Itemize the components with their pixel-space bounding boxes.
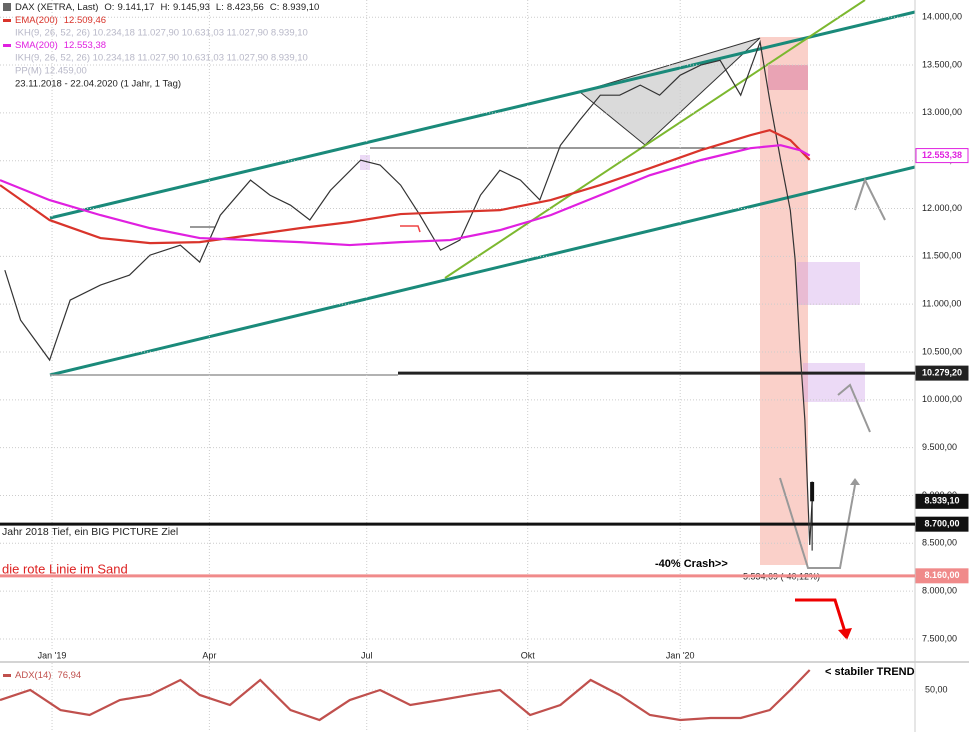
legend-value: 76,94 xyxy=(57,670,81,681)
x-tick-label: Apr xyxy=(202,650,216,660)
trend-line xyxy=(444,0,866,279)
quote-value: 9.145,93 xyxy=(173,2,210,13)
y-tick-label: 10.500,00 xyxy=(922,346,962,356)
quote-value: 9.141,17 xyxy=(117,2,154,13)
price-tag-label: 10.279,20 xyxy=(922,367,962,377)
period: 23.11.2018 - 22.04.2020 (1 Jahr, 1 Tag) xyxy=(15,79,181,90)
y-tick-label: 9.500,00 xyxy=(922,442,957,452)
annotation: -40% Crash>> xyxy=(655,558,728,570)
legend-name: ADX(14) xyxy=(15,670,51,681)
annotation: die rote Linie im Sand xyxy=(2,561,128,576)
y-tick-label: 8.500,00 xyxy=(922,538,957,548)
annotation: Jahr 2018 Tief, ein BIG PICTURE Ziel xyxy=(2,526,178,538)
arrow xyxy=(400,225,421,233)
y-tick-label: 11.500,00 xyxy=(922,251,961,261)
legend-icon xyxy=(3,3,11,11)
legend-text: IKH(9, 26, 52, 26) 10.234,18 11.027,90 1… xyxy=(15,53,308,64)
series-line xyxy=(0,144,811,247)
legend-name: EMA(200) xyxy=(15,15,58,26)
x-tick-label: Jan '20 xyxy=(666,650,695,660)
arrowhead xyxy=(838,628,852,640)
y-tick-label: 14.000,00 xyxy=(922,12,962,22)
legend-entry: EMA(200) 12.509,46 xyxy=(15,15,106,26)
price-tag-label: 12.553,38 xyxy=(922,150,962,160)
x-tick-label: Jan '19 xyxy=(38,650,67,660)
legend-swatch xyxy=(3,44,11,47)
arrow xyxy=(854,177,886,221)
annotation: < stabiler TREND xyxy=(825,666,915,678)
quote-label: L: xyxy=(216,2,224,13)
price-tag xyxy=(915,493,969,509)
legend-entry: ADX(14) 76,94 xyxy=(15,670,81,681)
highlight-box xyxy=(360,155,370,170)
y-tick-label: 12.000,00 xyxy=(922,203,962,213)
quote-label: C: xyxy=(270,2,280,13)
price-tag xyxy=(915,568,969,584)
legend-title: DAX (XETRA, Last) O: 9.141,17 H: 9.145,93 L: 8… xyxy=(15,2,319,13)
legend-entry: SMA(200) 12.553,38 xyxy=(15,40,106,51)
legend-text: IKH(9, 26, 52, 26) 10.234,18 11.027,90 1… xyxy=(15,28,308,39)
y-tick-label: 7.500,00 xyxy=(922,633,957,643)
price-tag-label: 8.700,00 xyxy=(924,519,959,529)
y-tick-label: 13.000,00 xyxy=(922,107,962,117)
highlight-box xyxy=(768,65,808,90)
price-tag xyxy=(915,365,969,381)
series-line xyxy=(0,129,811,245)
price-tag-label: 8.939,10 xyxy=(924,496,959,506)
quote-label: O: xyxy=(104,2,114,13)
arrow xyxy=(837,383,871,433)
legend-text: PP(M) 12.459,00 xyxy=(15,66,87,77)
y-tick-label: 11.000,00 xyxy=(922,299,961,309)
series-line xyxy=(0,669,811,722)
y-tick-label: 10.000,00 xyxy=(922,394,962,404)
channel-line xyxy=(49,165,916,377)
arrow xyxy=(795,598,847,633)
series-line xyxy=(4,39,813,545)
quote-label: H: xyxy=(160,2,170,13)
price-tag xyxy=(915,516,969,532)
legend-title-text: DAX (XETRA, Last) xyxy=(15,2,98,13)
price-tag-label: 8.160,00 xyxy=(924,570,959,580)
legend-name: SMA(200) xyxy=(15,40,58,51)
y-tick-label: 50,00 xyxy=(925,684,948,694)
price-tag xyxy=(915,148,969,164)
legend-swatch xyxy=(3,19,11,22)
arrowhead xyxy=(850,478,860,485)
quote-value: 8.423,56 xyxy=(227,2,264,13)
highlight-box xyxy=(797,262,860,305)
x-tick-label: Okt xyxy=(521,650,536,660)
y-tick-label: 8.000,00 xyxy=(922,586,957,596)
quote-value: 8.939,10 xyxy=(282,2,319,13)
legend-swatch xyxy=(3,674,11,677)
candle-body xyxy=(810,481,815,502)
y-tick-label: 13.500,00 xyxy=(922,59,962,69)
channel-line xyxy=(49,10,916,220)
x-tick-label: Jul xyxy=(361,650,373,660)
crash-zone xyxy=(760,37,808,565)
legend-value: 12.553,38 xyxy=(64,40,106,51)
legend-value: 12.509,46 xyxy=(64,15,106,26)
